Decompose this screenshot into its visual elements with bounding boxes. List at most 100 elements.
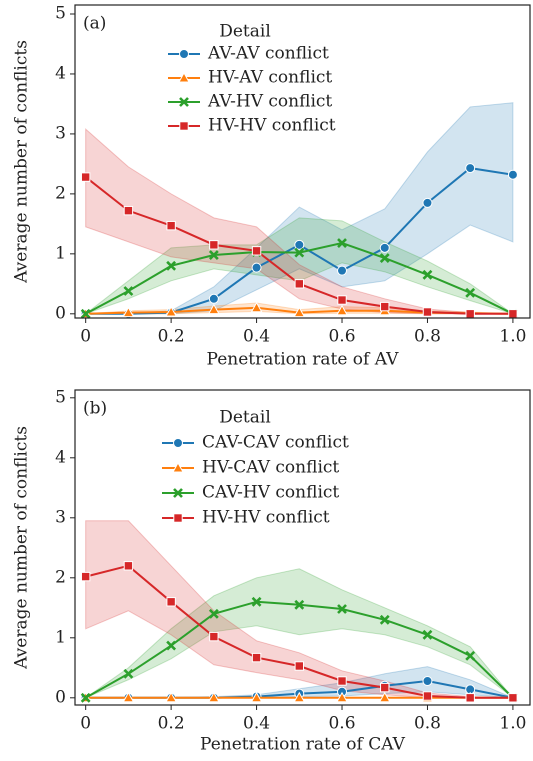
marker (251, 246, 262, 256)
marker (336, 304, 348, 316)
marker (336, 691, 348, 703)
marker (208, 303, 220, 315)
marker (507, 169, 518, 180)
marker (80, 692, 91, 703)
panel-label: (b) (83, 399, 107, 419)
marker (378, 691, 391, 703)
marker (294, 247, 305, 258)
marker (123, 286, 134, 296)
x-tick-label: 0.4 (243, 327, 270, 347)
legend-title: Detail (219, 408, 271, 428)
marker (208, 608, 219, 619)
marker (294, 661, 304, 671)
y-tick-label: 3 (55, 123, 66, 143)
marker (165, 305, 177, 317)
marker (465, 693, 475, 703)
marker (422, 676, 433, 686)
marker (337, 676, 347, 686)
x-tick-label: 1.0 (499, 327, 526, 347)
marker (380, 682, 390, 693)
marker (294, 279, 304, 289)
marker (166, 220, 176, 231)
marker (250, 301, 263, 313)
legend-marker (172, 461, 184, 473)
marker (123, 205, 134, 216)
marker (208, 250, 219, 260)
legend-label: HV-HV conflict (202, 508, 330, 528)
y-tick-label: 4 (55, 63, 66, 83)
marker (123, 668, 134, 679)
marker (337, 265, 348, 276)
marker (380, 301, 390, 312)
marker (80, 172, 91, 182)
legend-label: CAV-HV conflict (202, 483, 339, 503)
legend-marker (179, 49, 189, 59)
marker (165, 691, 177, 703)
legend-marker (179, 121, 189, 131)
marker (208, 293, 219, 304)
legend-marker (173, 438, 183, 448)
marker (337, 295, 347, 305)
legend-marker (178, 71, 190, 83)
x-tick-label: 0.6 (328, 714, 355, 734)
y-axis-label: Average number of conflicts (12, 426, 32, 670)
x-tick-label: 0.2 (158, 714, 185, 734)
marker (379, 242, 390, 253)
legend-title: Detail (219, 22, 271, 42)
legend-label: AV-AV conflict (207, 44, 329, 64)
marker (337, 238, 347, 248)
marker (465, 163, 476, 174)
x-tick-label: 0.4 (243, 714, 270, 734)
y-tick-label: 2 (55, 183, 66, 203)
marker (379, 614, 390, 625)
legend-label: AV-HV conflict (207, 92, 332, 112)
marker (166, 597, 176, 607)
y-tick-label: 3 (55, 507, 66, 527)
marker (166, 640, 177, 651)
x-tick-label: 0.2 (158, 327, 185, 347)
y-tick-label: 0 (55, 303, 66, 323)
marker (166, 260, 177, 271)
panel: 0 0.2 0.4 0.6 0.8 1.0 0 1 2 3 4 5 Penetration rate o… (12, 3, 531, 370)
marker (123, 561, 134, 571)
legend-label: HV-HV conflict (208, 116, 336, 136)
marker (337, 604, 347, 614)
plot-frame (74, 4, 531, 319)
legend-label: HV-AV conflict (208, 68, 332, 88)
marker (209, 240, 219, 250)
legend-marker (173, 513, 183, 523)
legend-marker (173, 488, 183, 498)
marker (422, 691, 433, 701)
marker (294, 239, 305, 250)
marker (250, 691, 263, 703)
x-tick-label: 0.8 (414, 327, 441, 347)
marker (508, 693, 518, 703)
marker (80, 308, 91, 319)
legend-label: CAV-CAV conflict (202, 433, 349, 453)
x-tick-label: 1.0 (499, 714, 526, 734)
y-tick-label: 5 (55, 387, 66, 407)
marker (422, 307, 433, 317)
x-axis-label: Penetration rate of AV (207, 350, 400, 370)
marker (422, 269, 433, 280)
legend-marker (179, 97, 189, 107)
y-axis-label: Average number of conflicts (12, 40, 32, 284)
x-tick-label: 0 (80, 327, 91, 347)
marker (422, 197, 433, 208)
marker (508, 309, 518, 319)
marker (465, 650, 476, 661)
y-tick-label: 0 (55, 687, 66, 707)
marker (465, 309, 475, 319)
marker (251, 652, 262, 663)
y-tick-label: 1 (55, 627, 66, 647)
x-axis-label: Penetration rate of CAV (200, 735, 406, 755)
panel: 0 0.2 0.4 0.6 0.8 1.0 0 1 2 3 4 5 Penetration rate o… (12, 387, 531, 755)
y-tick-label: 1 (55, 243, 66, 263)
marker (208, 691, 220, 703)
marker (209, 631, 219, 642)
marker (122, 691, 135, 703)
legend-label: HV-CAV conflict (202, 458, 339, 478)
y-tick-label: 5 (55, 3, 66, 23)
panel-label: (a) (83, 14, 106, 34)
